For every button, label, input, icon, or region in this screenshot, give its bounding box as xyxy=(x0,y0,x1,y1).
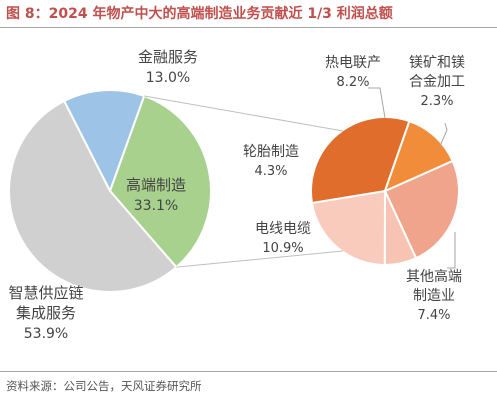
sub-pie-slice-0 xyxy=(383,159,460,260)
leader-line-magnesium xyxy=(439,122,448,147)
main-pie-label-2-line-1: 集成服务 xyxy=(16,304,76,322)
sub-pie-slice-3 xyxy=(310,116,411,205)
title-rule xyxy=(0,27,497,28)
sub-pie-value-4: 4.3% xyxy=(254,164,287,179)
sub-pie-value-0: 8.2% xyxy=(336,75,369,90)
sub-pie-value-1: 2.3% xyxy=(420,94,453,109)
main-pie-value-1: 33.1% xyxy=(134,198,178,214)
sub-pie-label-2-line-0: 其他高端 xyxy=(406,268,462,285)
sub-pie-slice-2 xyxy=(310,189,387,267)
figure-title: 图 8：2024 年物产中大的高端制造业务贡献近 1/3 利润总额 xyxy=(6,6,393,22)
sub-pie-value-3: 10.9% xyxy=(262,241,303,256)
sub-pie-label-0: 热电联产 xyxy=(325,55,381,71)
sub-pie-slice-4 xyxy=(383,119,454,193)
main-pie-slice-1 xyxy=(108,94,212,269)
main-pie-value-2: 53.9% xyxy=(24,326,68,342)
sub-pie-label-1-line-1: 合金加工 xyxy=(409,74,465,90)
sub-pie-label-3: 电线电缆 xyxy=(255,221,311,237)
main-pie-label-0: 金融服务 xyxy=(138,48,198,66)
main-pie-slice-2 xyxy=(8,99,178,293)
sub-pie-label-4: 轮胎制造 xyxy=(243,144,299,160)
main-pie-slice-0 xyxy=(62,89,146,194)
main-pie-value-0: 13.0% xyxy=(146,70,190,86)
sub-pie-label-1-line-0: 镁矿和镁 xyxy=(409,55,465,71)
sub-pie-value-2: 7.4% xyxy=(417,308,450,323)
source-rule xyxy=(0,371,497,372)
source-note: 资料来源：公司公告，天风证券研究所 xyxy=(6,379,202,393)
connector-line-top xyxy=(144,95,344,132)
connector-line-bottom xyxy=(176,250,344,268)
leader-line-other xyxy=(447,232,456,269)
sub-pie-label-2-line-1: 制造业 xyxy=(413,288,455,304)
main-pie-label-2-line-0: 智慧供应链 xyxy=(8,284,83,302)
leader-line-chp xyxy=(368,87,386,119)
main-pie-label-1: 高端制造 xyxy=(126,176,186,194)
